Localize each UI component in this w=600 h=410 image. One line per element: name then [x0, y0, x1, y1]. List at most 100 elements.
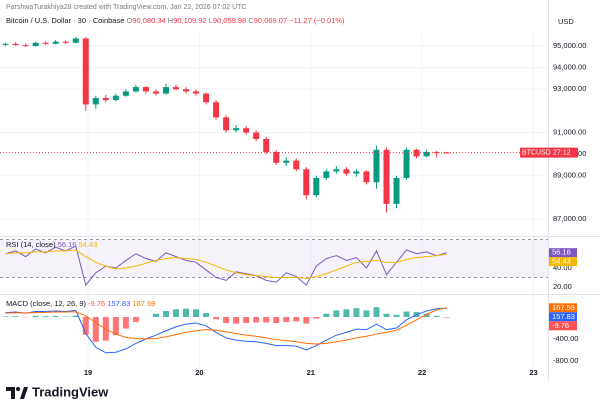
histogram-bar — [2, 316, 9, 318]
ohlc-value: 90,069.07 — [254, 16, 287, 25]
candle-body — [423, 151, 430, 157]
histogram-bar — [383, 313, 390, 318]
macd-legend: MACD (close, 12, 26, 9) -9.76 157.83 167… — [6, 299, 155, 308]
histogram-bar — [132, 317, 139, 322]
ohlc-value: 90,080.34 — [132, 16, 165, 25]
ohlc-value: 90,109.92 — [173, 16, 206, 25]
series-line — [5, 307, 447, 354]
candle-body — [433, 151, 440, 153]
ohlc-key: L — [209, 16, 213, 25]
candle-body — [62, 41, 69, 43]
y-tick-label: 94,000.00 — [553, 63, 586, 72]
y-tick-label: 95,000.00 — [553, 41, 586, 50]
plot-layer: 19 20 21 22 23 95,000.00 94,000.00 93,000.00 91,… — [0, 30, 586, 377]
histogram-bar — [122, 317, 129, 329]
value-box — [549, 321, 577, 331]
histogram-bar — [223, 317, 230, 324]
ohlc-key: O — [126, 16, 132, 25]
value-box — [549, 257, 577, 267]
candle-body — [193, 91, 200, 94]
candle-body — [363, 171, 370, 183]
x-tick-label: 22 — [418, 368, 426, 377]
y-tick-label: -800.00 — [553, 356, 578, 365]
value-box-label: 54.43 — [552, 257, 571, 266]
x-tick-label: 21 — [307, 368, 315, 377]
histogram-bar — [112, 317, 119, 336]
candle-body — [92, 97, 99, 105]
candle-body — [142, 87, 149, 92]
histogram-bar — [373, 307, 380, 318]
signal-value: 167.59 — [132, 299, 155, 308]
brand: TradingView — [32, 384, 109, 399]
histogram-bar — [193, 309, 200, 318]
candle-body — [243, 128, 250, 133]
histogram-bar — [293, 317, 300, 322]
y-tick-label: 20.00 — [553, 282, 572, 291]
histogram-bar — [263, 317, 270, 323]
candle-body — [343, 169, 350, 174]
histogram-bar — [82, 317, 89, 335]
macd-title: MACD (close, 12, 26, 9) — [6, 299, 87, 308]
y-tick-label: -400.00 — [553, 334, 578, 343]
candle-body — [152, 91, 159, 94]
candle-body — [413, 149, 420, 157]
histogram-bar — [333, 310, 340, 318]
histogram-bar — [72, 315, 79, 318]
last-price-box — [520, 147, 578, 158]
candle-body — [132, 87, 139, 92]
macd-value: 157.83 — [107, 299, 130, 308]
histogram-bar — [233, 317, 240, 324]
rsi-legend: RSI (14, close) 56.16 54.43 — [6, 240, 97, 249]
candle-body — [172, 87, 179, 90]
y-tick-label: 87,000.00 — [553, 214, 586, 223]
histogram-bar — [152, 313, 159, 318]
histogram-bar — [423, 313, 430, 318]
x-tick-label: 23 — [529, 368, 537, 377]
candle-body — [12, 43, 19, 46]
candle-body — [22, 45, 29, 47]
value-box — [549, 248, 577, 258]
candle-body — [353, 171, 360, 174]
y-tick-label: 93,000.00 — [553, 84, 586, 93]
value-box-label: 167.59 — [552, 303, 575, 312]
candle-body — [213, 102, 220, 118]
last-price-countdown: 27:12 — [553, 149, 571, 156]
histogram-bar — [32, 315, 39, 318]
ohlc-key: H — [168, 16, 173, 25]
credit: ParshwaTurakhiya28 created with TradingV… — [6, 4, 246, 11]
x-tick-label: 19 — [84, 368, 92, 377]
rsi-band — [0, 239, 548, 278]
currency: USD — [558, 17, 574, 26]
candle-body — [183, 89, 190, 92]
value-box-label: 56.16 — [552, 248, 571, 257]
histogram-bar — [323, 313, 330, 318]
candle-body — [32, 42, 39, 47]
rsi-ma-value: 54.43 — [79, 240, 98, 249]
candle-body — [72, 38, 79, 43]
histogram-bar — [303, 317, 310, 324]
histogram-bar — [403, 311, 410, 318]
histogram-bar — [433, 315, 440, 318]
candle-body — [112, 95, 119, 101]
ohlc-value: 90,059.98 — [213, 16, 246, 25]
value-box-label: -9.76 — [552, 321, 569, 330]
candle-body — [323, 171, 330, 178]
candle-body — [263, 138, 270, 152]
series-line — [5, 307, 447, 345]
histogram-bar — [92, 317, 99, 342]
candle-body — [223, 117, 230, 131]
histogram-bar — [363, 310, 370, 318]
candle-body — [383, 149, 390, 204]
value-box-label: 157.83 — [552, 312, 575, 321]
ohlc-key: C — [248, 16, 254, 25]
candle-body — [443, 152, 450, 154]
candle-body — [253, 132, 260, 139]
y-tick-label: 40.00 — [553, 263, 572, 272]
candle-body — [273, 151, 280, 163]
rsi-value: 56.16 — [58, 240, 77, 249]
histogram-bar — [253, 317, 260, 323]
histogram-bar — [162, 310, 169, 318]
series-line — [5, 245, 447, 287]
